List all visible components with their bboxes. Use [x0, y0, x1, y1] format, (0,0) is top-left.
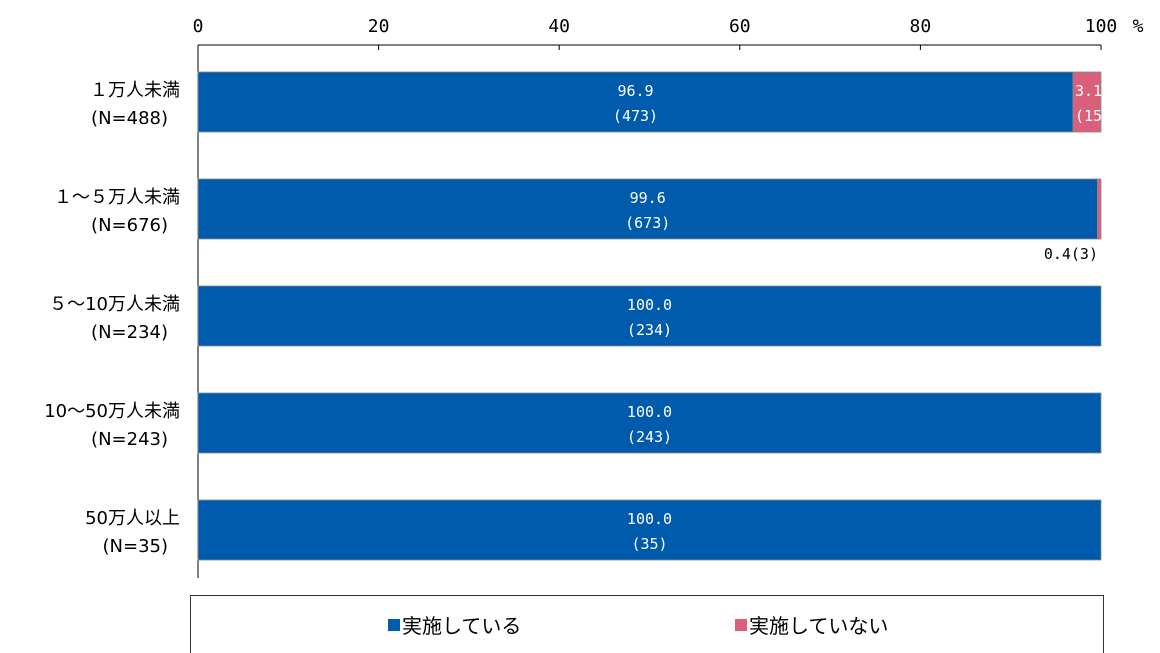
- x-tick-label: 20: [368, 16, 390, 37]
- legend: 実施している 実施していない: [190, 595, 1104, 653]
- bar-segment-implemented: [197, 71, 1074, 133]
- category-n-label: (N=35): [103, 536, 169, 557]
- legend-swatch-not-implemented: [735, 618, 747, 631]
- bar-count-label: (473): [613, 107, 658, 125]
- bar-segment-implemented: [197, 285, 1102, 347]
- x-tick-label: 0: [193, 16, 204, 37]
- category-label: １万人未満: [90, 80, 180, 101]
- bar-segment-not-implemented: [1096, 178, 1102, 240]
- x-unit-label: %: [1133, 16, 1144, 37]
- bar-segment-not-implemented: [1072, 71, 1102, 133]
- bar-value-label: 99.6: [630, 189, 666, 207]
- bar-segment-implemented: [197, 499, 1102, 561]
- legend-label-not-implemented: 実施していない: [749, 614, 889, 638]
- legend-item-implemented: 実施している: [388, 610, 521, 639]
- bar-count-label: (15): [1075, 107, 1111, 125]
- legend-label-implemented: 実施している: [402, 614, 522, 638]
- category-n-label: (N=243): [91, 429, 168, 450]
- category-label: 10～50万人未満: [44, 401, 180, 422]
- bar-segment-implemented: [197, 178, 1098, 240]
- x-tick-label: 100: [1085, 16, 1118, 37]
- bar-outside-label: 0.4(3): [1044, 245, 1098, 263]
- x-tick-label: 80: [910, 16, 932, 37]
- category-label: ５～10万人未満: [49, 294, 180, 315]
- x-tick-label: 40: [548, 16, 570, 37]
- bar-value-label: 3.1: [1075, 82, 1102, 100]
- bar-count-label: (234): [627, 321, 672, 339]
- category-n-label: (N=234): [91, 322, 168, 343]
- category-label: １～５万人未満: [54, 187, 180, 208]
- bar-value-label: 96.9: [617, 82, 653, 100]
- stacked-bar-chart: 0 20 40 60 80 100 % １万人未満 (N=488) 96.9 (473) 3.1 (15…: [44, 16, 1144, 578]
- category-n-label: (N=676): [91, 215, 168, 236]
- legend-item-not-implemented: 実施していない: [735, 610, 888, 639]
- category-label: 50万人以上: [85, 508, 180, 529]
- bar-value-label: 100.0: [627, 510, 672, 528]
- bar-value-label: 100.0: [627, 296, 672, 314]
- bar-count-label: (35): [631, 535, 667, 553]
- bar-count-label: (673): [625, 214, 670, 232]
- legend-swatch-implemented: [388, 618, 400, 631]
- x-tick-label: 60: [729, 16, 751, 37]
- bar-segment-implemented: [197, 392, 1102, 454]
- bar-count-label: (243): [627, 428, 672, 446]
- category-n-label: (N=488): [91, 108, 168, 129]
- bar-value-label: 100.0: [627, 403, 672, 421]
